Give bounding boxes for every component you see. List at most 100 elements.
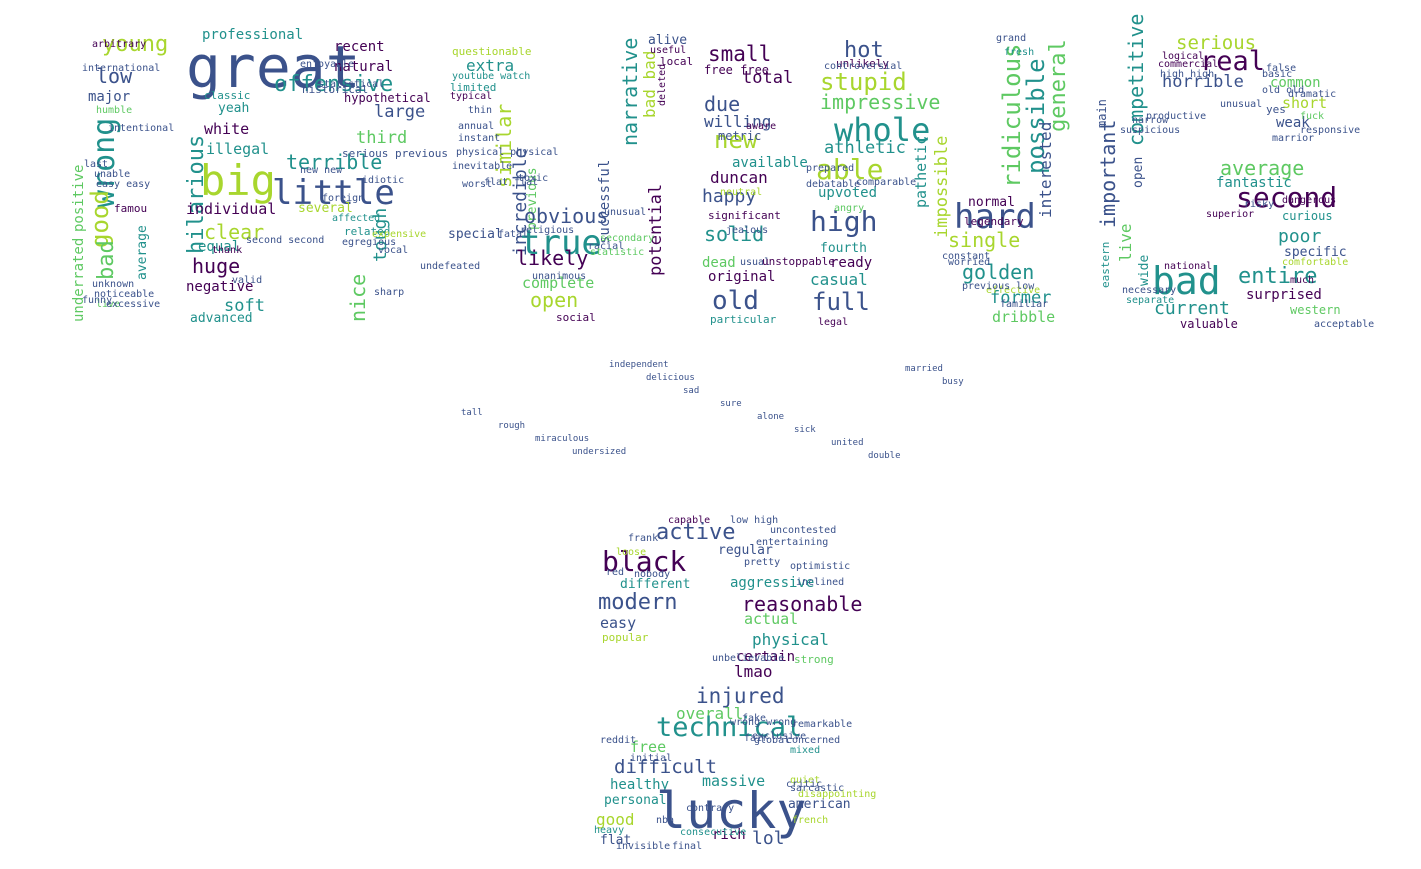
cloud-word: youtube watch <box>452 71 531 82</box>
cloud-word: funny <box>82 295 113 306</box>
cloud-word: fourth <box>820 241 867 256</box>
cloud-word: grand <box>996 33 1027 44</box>
cloud-word: nba <box>656 815 675 826</box>
cloud-word: loose <box>616 547 647 558</box>
cloud-word: annual <box>458 121 495 132</box>
cloud-word: impossible <box>932 135 952 238</box>
cloud-word: deleted <box>657 63 668 106</box>
cloud-word: weak <box>1276 115 1310 131</box>
cloud-word: recent <box>334 39 385 55</box>
cloud-word: great <box>186 33 361 101</box>
cloud-word: active <box>656 520 736 545</box>
cloud-word: flat flat <box>484 177 539 188</box>
cloud-word: individual <box>186 200 277 218</box>
cloud-word: basic <box>1262 69 1293 80</box>
cloud-word: unable <box>94 169 131 180</box>
cloud-word: several <box>298 201 353 216</box>
cloud-word: thank <box>212 245 243 256</box>
cloud-word: unusual <box>604 207 647 218</box>
cloud-word: successful <box>597 159 613 244</box>
cloud-word: bad <box>94 240 119 280</box>
cloud-word: final <box>672 841 703 852</box>
cloud-word: valuable <box>1180 317 1238 331</box>
cloud-word: arbitrary <box>92 39 147 50</box>
cloud-word: united <box>831 438 864 448</box>
cloud-word: sharp <box>374 287 405 298</box>
cloud-word: horrible <box>1162 72 1244 92</box>
cloud-word: comparable <box>856 177 917 188</box>
cloud-word: huge <box>192 254 241 278</box>
cloud-word: heavy <box>594 825 625 836</box>
cloud-word: happy <box>702 186 757 207</box>
cloud-word: common <box>1270 75 1321 91</box>
cloud-word: good <box>596 810 635 829</box>
cloud-word: pretty <box>744 557 781 568</box>
cloud-word: pathetic <box>912 135 930 208</box>
cloud-word: initial <box>630 753 673 764</box>
cloud-word: high high <box>1160 69 1215 80</box>
cloud-word: black <box>602 545 687 578</box>
cloud-word: different <box>620 577 691 592</box>
cloud-word: hypothetical <box>344 91 431 105</box>
cloud-word: acceptable <box>1314 319 1375 330</box>
cloud-word: open <box>1131 156 1146 188</box>
cloud-word: strong <box>794 653 834 666</box>
cloud-word: little <box>272 173 395 213</box>
cloud-word: ready <box>830 255 873 271</box>
cloud-word: capable <box>668 515 711 526</box>
cloud-word: limited <box>450 81 497 94</box>
cloud-word: free free <box>704 63 770 77</box>
cloud-word: casual <box>810 270 868 289</box>
cloud-word: concerned <box>786 735 841 746</box>
cloud-word: surprised <box>1246 287 1322 303</box>
cloud-word: toxic <box>518 173 549 184</box>
cloud-word: natural <box>334 59 394 75</box>
cloud-word: secondary <box>600 233 655 244</box>
cloud-word: unusual <box>1220 99 1263 110</box>
cloud-word: global <box>754 735 791 746</box>
cloud-word: legal <box>818 317 849 328</box>
cloud-word: easy easy <box>96 179 151 190</box>
cloud-word: poor <box>1278 226 1322 247</box>
cloud-word: necessary <box>1122 285 1177 296</box>
cloud-word: personal <box>604 793 667 808</box>
cloud-word: total <box>742 68 794 88</box>
cloud-word: intentional <box>108 123 175 134</box>
cloud-word: general <box>1046 39 1071 132</box>
cloud-word: live <box>96 299 121 310</box>
cloud-word: average <box>135 225 150 280</box>
cloud-word: jealous <box>726 225 769 236</box>
cloud-word: marrior <box>1272 133 1315 144</box>
cloud-word: extra <box>466 56 515 75</box>
cloud-word: idiotic <box>362 175 405 186</box>
cloud-word: full <box>812 288 870 316</box>
cloud-word: familiar <box>1000 299 1049 310</box>
cloud-word: questionable <box>452 45 532 58</box>
cloud-word: live <box>1116 223 1135 262</box>
cloud-word: former <box>990 288 1052 308</box>
cloud-word: new new <box>300 165 343 176</box>
cloud-word: upvoted <box>818 185 878 201</box>
cloud-word: fuck <box>1300 111 1325 122</box>
cloud-word: unanimous <box>532 271 587 282</box>
cloud-word: affected <box>332 213 381 224</box>
cloud-word: healthy <box>610 777 670 793</box>
cloud-word: commercial <box>1158 59 1219 70</box>
cloud-word: physical physical <box>456 147 559 158</box>
cloud-word: free <box>630 738 667 756</box>
cloud-word: sarcastic <box>790 783 845 794</box>
cloud-word: tall <box>461 408 483 418</box>
cloud-word: suspicious <box>1120 125 1181 136</box>
cloud-word: real <box>1200 46 1266 77</box>
cloud-word: actual <box>744 610 799 628</box>
cloud-word: major <box>88 89 131 105</box>
cloud-word: historical <box>302 83 369 96</box>
cloud-word: likely <box>516 246 589 270</box>
cloud-word: overall <box>676 704 744 723</box>
cloud-word: serious previous <box>342 147 448 160</box>
cloud-word: average <box>1220 156 1305 180</box>
cloud-word: married <box>905 364 943 374</box>
cloud-word: ridiculous <box>998 43 1026 189</box>
cloud-word: frank <box>628 533 659 544</box>
cloud-word: undefeated <box>420 261 481 272</box>
